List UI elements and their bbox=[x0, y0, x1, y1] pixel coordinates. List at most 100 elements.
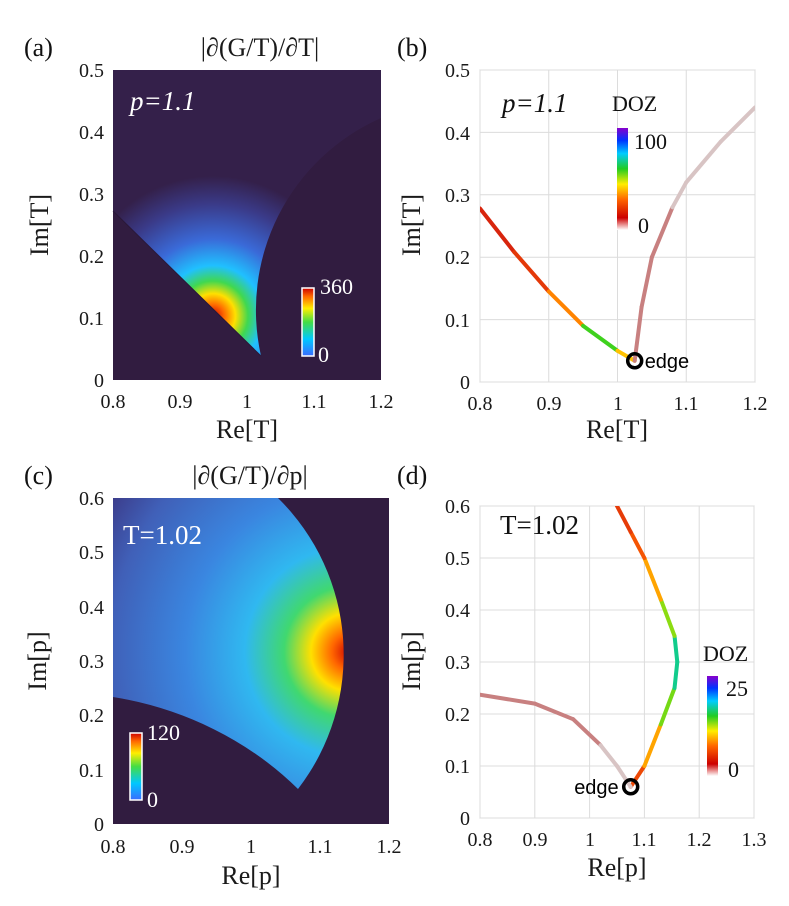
xtick-b-3: 1.1 bbox=[674, 393, 699, 415]
ytick-b-0: 0 bbox=[460, 372, 470, 394]
xtick-d-5: 1.3 bbox=[742, 829, 767, 851]
curve-1-segment bbox=[512, 250, 551, 294]
xtick-c-4: 1.2 bbox=[377, 836, 402, 858]
annotation-a: p=1.1 bbox=[128, 86, 195, 116]
grid-b bbox=[479, 69, 756, 383]
curve-1-segment bbox=[658, 686, 677, 727]
ytick-a-4: 0.4 bbox=[79, 122, 104, 144]
edge-label-b: edge bbox=[645, 351, 690, 373]
yticks-c: 0 0.1 0.2 0.3 0.4 0.5 0.6 bbox=[79, 488, 104, 836]
curve-2-segment bbox=[649, 205, 675, 260]
curve-2-segment bbox=[480, 692, 537, 706]
xtick-c-1: 0.9 bbox=[170, 836, 195, 858]
curve-1-segment bbox=[546, 289, 586, 328]
curve-1-segment bbox=[615, 506, 633, 534]
ytick-a-0: 0 bbox=[94, 370, 104, 392]
curve-2-segment bbox=[670, 180, 689, 210]
xtick-b-4: 1.2 bbox=[743, 393, 768, 415]
colorbar-a-max-label: 360 bbox=[320, 274, 353, 299]
panel-label-c: (c) bbox=[24, 461, 53, 490]
ytick-c-1: 0.1 bbox=[79, 760, 104, 782]
heatmap-a-wedge bbox=[113, 70, 381, 356]
edge-label-d: edge bbox=[574, 777, 619, 799]
panel-label-d: (d) bbox=[397, 461, 427, 490]
xtick-d-1: 0.9 bbox=[523, 829, 548, 851]
xtick-a-4: 1.2 bbox=[369, 391, 394, 413]
curve-1-segment bbox=[658, 597, 677, 638]
ytick-b-2: 0.2 bbox=[445, 247, 470, 269]
xtick-c-2: 1 bbox=[246, 836, 256, 858]
curve-2-segment bbox=[615, 764, 633, 789]
curve-2-segment bbox=[639, 255, 654, 310]
ytick-d-5: 0.5 bbox=[445, 548, 470, 570]
xlabel-a: Re[T] bbox=[216, 415, 278, 444]
colorbar-a bbox=[301, 287, 315, 357]
ytick-d-2: 0.2 bbox=[445, 704, 470, 726]
ylabel-a: Im[T] bbox=[25, 194, 54, 256]
curve-1-segment bbox=[615, 348, 637, 363]
curve-1-segment bbox=[628, 764, 647, 789]
panel-a: 360 0 p=1.1 (a) |∂(G/T)/∂T| 0.8 0.9 1 1.… bbox=[24, 33, 394, 444]
colorbar-b-title: DOZ bbox=[612, 91, 657, 116]
ytick-c-6: 0.6 bbox=[79, 488, 104, 510]
yticks-a: 0 0.1 0.2 0.3 0.4 0.5 bbox=[79, 60, 104, 392]
xtick-d-3: 1.1 bbox=[632, 829, 657, 851]
ytick-d-6: 0.6 bbox=[445, 496, 470, 518]
xtick-a-1: 0.9 bbox=[168, 391, 193, 413]
colorbar-a-min-label: 0 bbox=[318, 342, 329, 367]
ytick-c-0: 0 bbox=[94, 814, 104, 836]
curve-1-segment bbox=[642, 722, 663, 768]
ytick-a-3: 0.3 bbox=[79, 184, 104, 206]
ytick-b-5: 0.5 bbox=[445, 60, 470, 82]
xtick-b-2: 1 bbox=[613, 393, 623, 415]
ytick-d-3: 0.3 bbox=[445, 652, 470, 674]
curve-2-segment bbox=[684, 139, 723, 185]
ytick-a-1: 0.1 bbox=[79, 308, 104, 330]
colorbar-b-max-label: 100 bbox=[634, 129, 667, 154]
annotation-d: T=1.02 bbox=[500, 510, 579, 540]
ytick-c-3: 0.3 bbox=[79, 651, 104, 673]
annotation-c: T=1.02 bbox=[123, 520, 202, 550]
curve-2-segment bbox=[632, 305, 644, 363]
curve-1-segment bbox=[581, 323, 620, 353]
heatmap-a-boundary bbox=[112, 210, 262, 357]
curves-b bbox=[480, 105, 755, 363]
panel-label-a: (a) bbox=[24, 33, 53, 62]
colorbar-c bbox=[129, 732, 143, 801]
ytick-b-1: 0.1 bbox=[445, 310, 470, 332]
yticks-b: 0 0.1 0.2 0.3 0.4 0.5 bbox=[445, 60, 470, 394]
curve-1-segment bbox=[480, 206, 517, 255]
ytick-d-0: 0 bbox=[460, 808, 470, 830]
colorbar-c-min-label: 0 bbox=[147, 787, 158, 812]
xtick-a-0: 0.8 bbox=[101, 391, 126, 413]
curve-1-segment bbox=[672, 660, 680, 690]
colorbar-d-max-label: 25 bbox=[726, 676, 748, 701]
heatmap-c-wedge bbox=[113, 498, 344, 789]
curve-2-segment bbox=[532, 701, 576, 722]
colorbar-d-min-label: 0 bbox=[728, 757, 739, 782]
ytick-b-3: 0.3 bbox=[445, 185, 470, 207]
ytick-d-4: 0.4 bbox=[445, 600, 470, 622]
ytick-c-5: 0.5 bbox=[79, 542, 104, 564]
ytick-b-4: 0.4 bbox=[445, 123, 470, 145]
xticks-c: 0.8 0.9 1 1.1 1.2 bbox=[101, 836, 402, 858]
panel-d: edge DOZ 25 0 T=1.02 (d) 0.8 0.9 1 1.1 1… bbox=[397, 461, 767, 882]
ytick-a-2: 0.2 bbox=[79, 246, 104, 268]
yticks-d: 0 0.1 0.2 0.3 0.4 0.5 0.6 bbox=[445, 496, 470, 830]
curve-2-segment bbox=[598, 743, 619, 768]
colorbar-d bbox=[707, 676, 718, 776]
colorbar-c-max-label: 120 bbox=[147, 720, 180, 745]
colorbar-b bbox=[617, 128, 628, 230]
xticks-d: 0.8 0.9 1 1.1 1.2 1.3 bbox=[468, 829, 767, 851]
panel-label-b: (b) bbox=[397, 33, 427, 62]
xtick-a-2: 1 bbox=[242, 391, 252, 413]
xtick-b-1: 0.9 bbox=[537, 393, 562, 415]
curve-1-segment bbox=[628, 530, 647, 560]
xlabel-d: Re[p] bbox=[587, 853, 646, 882]
xtick-d-2: 1 bbox=[585, 829, 595, 851]
ylabel-c: Im[p] bbox=[23, 631, 52, 690]
curve-1-segment bbox=[642, 556, 663, 602]
ytick-c-2: 0.2 bbox=[79, 705, 104, 727]
ylabel-b: Im[T] bbox=[397, 194, 426, 256]
